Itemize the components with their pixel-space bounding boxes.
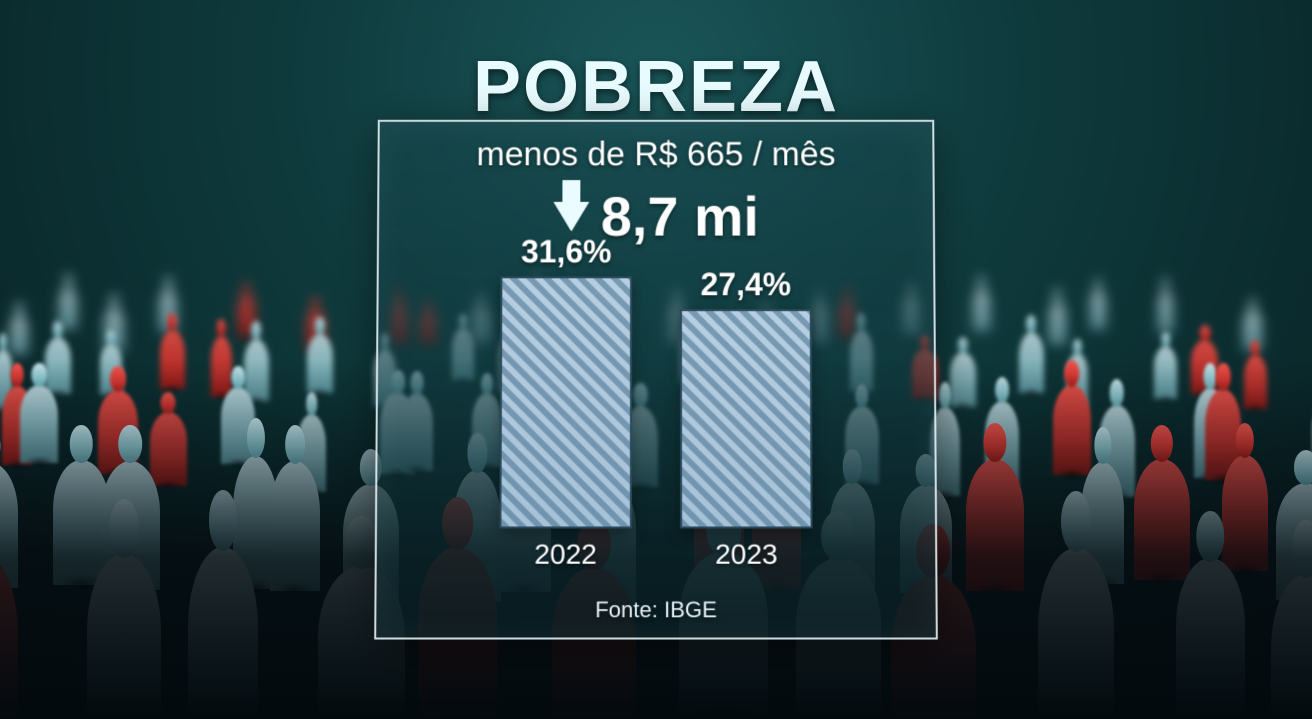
bar: [680, 309, 813, 528]
chart-panel: menos de R$ 665 / mês 8,7 mi 31,6%202227…: [374, 120, 938, 640]
arrow-down-icon: [553, 201, 589, 231]
source-prefix: Fonte:: [595, 597, 664, 622]
bar-value-label: 27,4%: [701, 266, 792, 303]
bar-category-label: 2022: [534, 539, 597, 571]
figure-cyan: [973, 288, 990, 332]
bar-category-label: 2023: [715, 539, 778, 571]
source-line: Fonte: IBGE: [376, 597, 935, 623]
figure-cyan: [1158, 290, 1173, 334]
bar-wrap: 31,6% 2022: [499, 234, 632, 571]
figure-cyan: [10, 314, 29, 356]
bar-chart: 31,6%202227,4%2023: [377, 280, 936, 571]
bar-value-label: 31,6%: [521, 234, 612, 271]
figure-cyan: [1090, 289, 1106, 330]
panel-subtitle: menos de R$ 665 / mês: [379, 136, 932, 175]
change-row: 8,7 mi: [379, 184, 933, 248]
figure-cyan: [1049, 301, 1066, 345]
bar: [499, 276, 632, 528]
bar-wrap: 27,4% 2023: [680, 266, 813, 570]
source-name: IBGE: [664, 597, 717, 622]
page-title: POBREZA: [473, 46, 839, 128]
stage: POBREZA menos de R$ 665 / mês 8,7 mi 31,…: [0, 0, 1312, 719]
